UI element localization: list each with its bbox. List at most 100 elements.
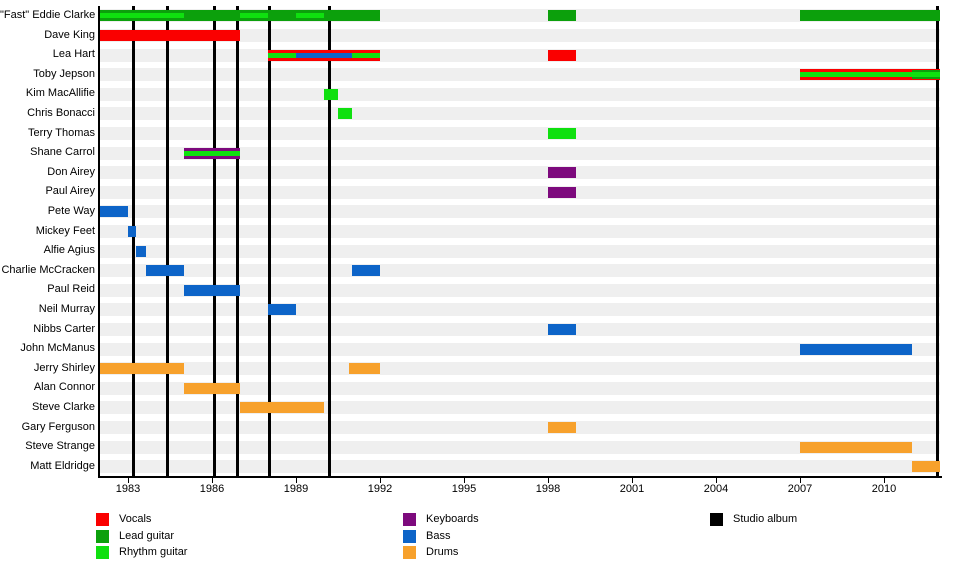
row-stripe [100,107,940,121]
member-name-label: Lea Hart [52,48,95,61]
membership-bar [338,108,352,120]
membership-bar [912,69,940,81]
membership-bar [800,69,912,81]
member-name-label: Paul Reid [47,283,95,296]
member-name-label: Charlie McCracken [1,263,95,276]
studio-album-line [267,6,271,477]
legend-label: Vocals [119,513,152,525]
x-axis-tick-label: 1992 [367,483,393,496]
membership-bar [100,363,184,375]
x-axis-line [98,476,942,479]
x-axis-tick-label: 2007 [787,483,813,496]
row-stripe [100,126,940,140]
membership-bar [548,127,576,139]
member-name-label: Steve Strange [25,440,95,453]
legend-swatch-drums [403,546,416,559]
row-stripe [100,460,940,474]
membership-bar [268,49,296,61]
x-axis-tick-label: 1995 [451,483,477,496]
member-name-label: Matt Eldridge [30,459,95,472]
membership-bar [548,323,576,335]
x-axis-tick [211,478,213,484]
x-axis-tick-label: 2010 [871,483,897,496]
legend-label: Keyboards [426,513,479,525]
membership-bar [184,284,240,296]
row-stripe [100,440,940,454]
membership-bar [184,147,240,159]
studio-album-line [935,6,939,477]
member-name-label: Mickey Feet [35,224,95,237]
legend-label: Rhythm guitar [119,546,188,558]
row-stripe [100,28,940,42]
x-axis-tick [295,478,297,484]
role-stripe-rhythm-guitar [296,13,324,19]
membership-bar [268,304,296,316]
member-name-label: Nibbs Carter [33,322,95,335]
membership-bar [548,10,576,22]
x-axis-tick-label: 2004 [703,483,729,496]
member-name-label: Toby Jepson [33,67,95,80]
membership-bar [352,265,380,277]
membership-bar [184,10,240,22]
legend-swatch-vocals [96,513,109,526]
role-stripe-rhythm-guitar [268,52,296,58]
member-name-label: Don Airey [47,165,95,178]
member-name-label: Terry Thomas [27,126,95,139]
row-stripe [100,283,940,297]
row-stripe [100,244,940,258]
membership-bar [100,10,184,22]
member-name-label: Gary Ferguson [21,420,95,433]
membership-bar [136,245,147,257]
legend-swatch-rhythm-guitar [96,546,109,559]
role-stripe-rhythm-guitar [352,52,380,58]
row-stripe [100,362,940,376]
studio-album-line [235,6,239,477]
row-stripe [100,401,940,415]
studio-album-line [328,6,332,477]
studio-album-line [132,6,136,477]
role-stripe-bass [296,52,352,58]
role-stripe-rhythm-guitar [240,13,268,19]
x-axis-tick [799,478,801,484]
legend-swatch-studio-album [710,513,723,526]
membership-bar [548,49,576,61]
membership-bar [548,167,576,179]
membership-bar [548,421,576,433]
membership-bar [240,402,324,414]
member-name-label: Jerry Shirley [33,361,95,374]
x-axis-tick-label: 1989 [283,483,309,496]
legend-swatch-keyboards [403,513,416,526]
row-stripe [100,48,940,62]
row-stripe [100,303,940,317]
membership-bar [800,441,912,453]
membership-bar [296,49,352,61]
row-stripe [100,264,940,278]
legend-label: Drums [426,546,459,558]
membership-bar [146,265,184,277]
member-name-label: Pete Way [47,205,95,217]
member-name-label: Alan Connor [33,381,95,394]
member-name-label: Alfie Agius [43,244,95,257]
membership-bar [268,10,296,22]
member-name-label: Paul Airey [45,185,95,198]
membership-bar [548,186,576,198]
legend-swatch-lead-guitar [96,529,109,543]
x-axis-tick [631,478,633,484]
membership-bar [349,363,380,375]
row-stripe [100,166,940,180]
member-name-label: Dave King [44,28,95,41]
legend-swatch-bass [403,529,416,543]
plot-left-border [98,6,100,477]
legend-label: Studio album [733,513,798,525]
row-stripe [100,68,940,82]
x-axis-tick [547,478,549,484]
studio-album-line [165,6,169,477]
membership-bar [324,88,338,100]
legend-label: Lead guitar [119,529,175,542]
x-axis-tick [127,478,129,484]
role-stripe-rhythm-guitar [184,150,240,156]
x-axis-tick [883,478,885,484]
row-stripe [100,322,940,336]
x-axis-tick-label: 1986 [199,483,225,496]
